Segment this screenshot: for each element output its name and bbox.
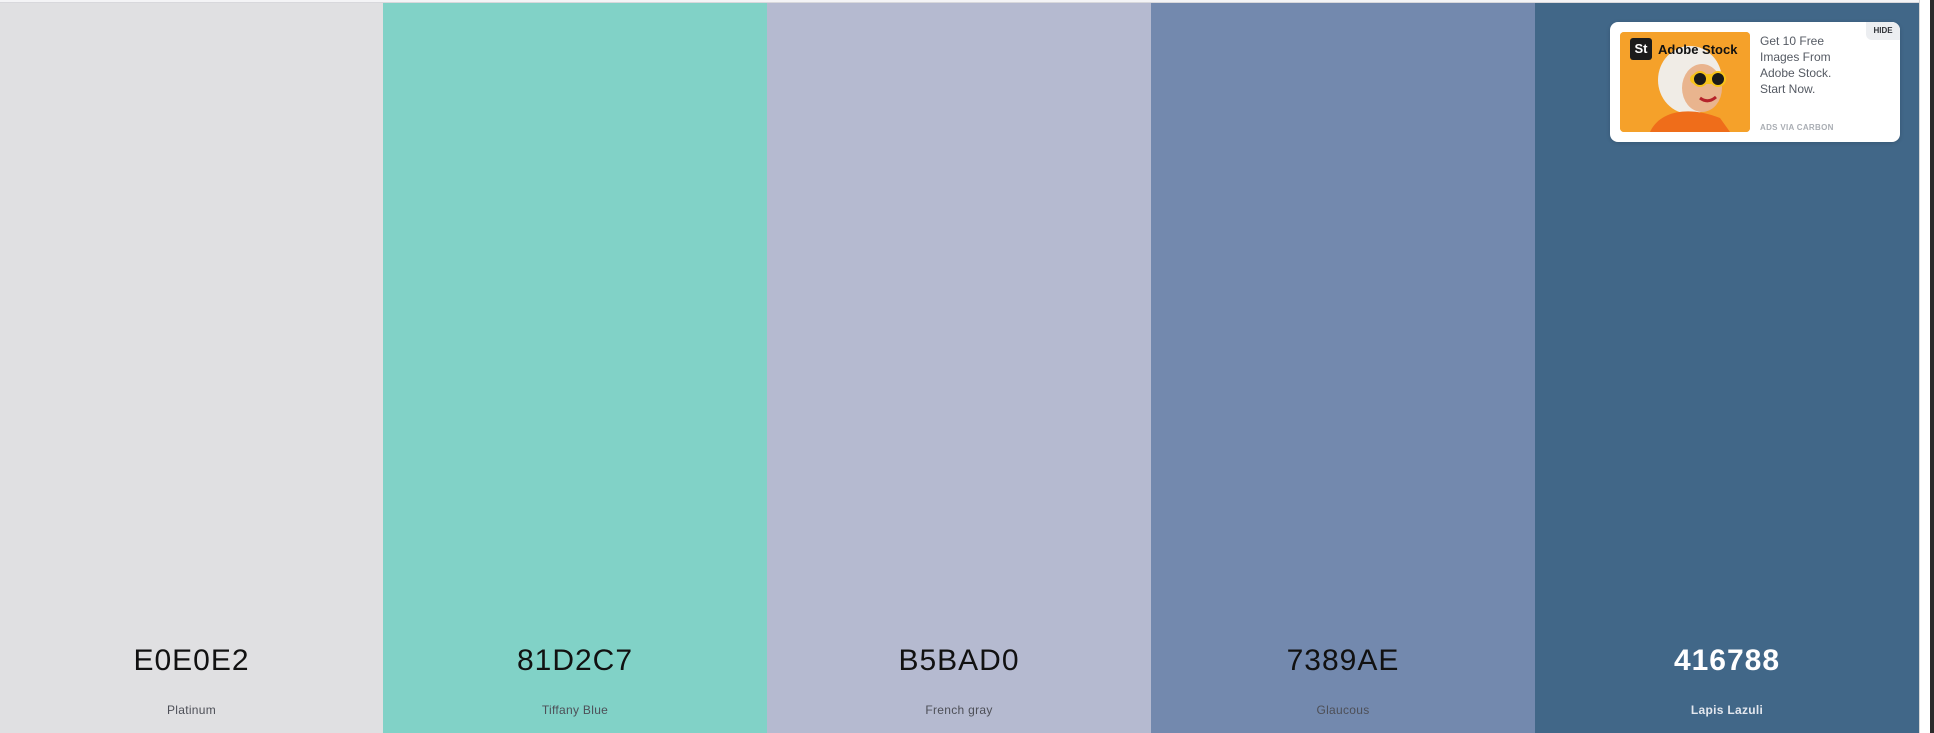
swatch-color-name[interactable]: Lapis Lazuli: [1690, 703, 1764, 717]
carbon-ad[interactable]: St Adobe Stock Get 10 Free Images From A…: [1610, 22, 1900, 142]
color-swatch-tiffany-blue[interactable]: 81D2C7 Tiffany Blue: [383, 3, 767, 733]
swatch-color-name[interactable]: Glaucous: [1316, 703, 1370, 717]
ad-brand-name: Adobe Stock: [1658, 42, 1738, 57]
ad-brand-badge: St: [1634, 41, 1648, 56]
swatch-hex-code[interactable]: 7389AE: [1286, 644, 1400, 677]
ad-hide-button[interactable]: HIDE: [1866, 22, 1900, 40]
window-edge: [1919, 0, 1934, 733]
ad-via-carbon[interactable]: ADS VIA CARBON: [1760, 123, 1834, 132]
ad-copy[interactable]: Get 10 Free Images From Adobe Stock. Sta…: [1760, 34, 1832, 96]
swatch-color-name[interactable]: Platinum: [166, 703, 217, 717]
color-swatch-glaucous[interactable]: 7389AE Glaucous: [1151, 3, 1535, 733]
swatch-hex-code[interactable]: 81D2C7: [516, 644, 634, 677]
ad-illustration: [1620, 32, 1750, 132]
color-swatch-platinum[interactable]: E0E0E2 Platinum: [0, 3, 383, 733]
scrollbar[interactable]: [1919, 0, 1930, 733]
swatch-hex-code[interactable]: B5BAD0: [898, 644, 1020, 677]
color-swatch-french-gray[interactable]: B5BAD0 French gray: [767, 3, 1151, 733]
top-border: [0, 0, 1919, 3]
ad-image[interactable]: St Adobe Stock: [1620, 32, 1750, 132]
swatch-color-name[interactable]: French gray: [925, 703, 993, 717]
swatch-hex-code[interactable]: E0E0E2: [133, 644, 250, 677]
swatch-hex-code[interactable]: 416788: [1673, 644, 1781, 677]
swatch-color-name[interactable]: Tiffany Blue: [541, 703, 609, 717]
